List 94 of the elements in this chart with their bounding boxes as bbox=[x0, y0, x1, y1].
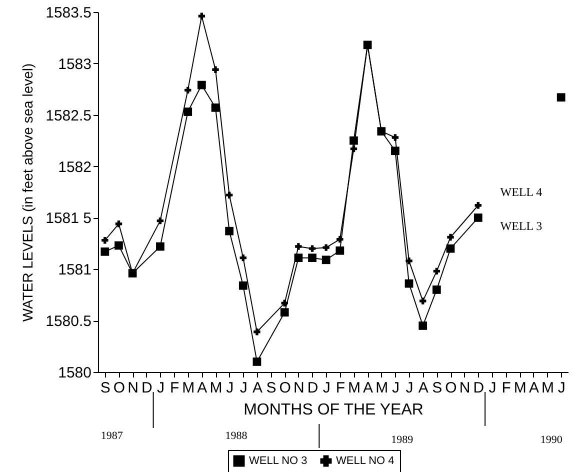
y-tick-label: 1581 bbox=[58, 262, 92, 279]
x-tick-label: S bbox=[432, 380, 442, 396]
x-tick-label: J bbox=[558, 380, 566, 396]
point bbox=[350, 136, 358, 145]
point bbox=[156, 217, 164, 224]
x-tick-label: A bbox=[252, 380, 262, 396]
x-tick-label: F bbox=[336, 380, 345, 396]
point bbox=[115, 220, 122, 228]
point bbox=[102, 236, 108, 244]
x-tick-label: N bbox=[294, 380, 304, 396]
x-tick-label: O bbox=[279, 380, 291, 396]
legend-label: WELL NO 3 bbox=[249, 455, 308, 467]
point bbox=[406, 258, 412, 264]
point bbox=[254, 328, 260, 336]
annotation: WELL 4 bbox=[500, 185, 542, 199]
point bbox=[184, 108, 192, 116]
x-tick-label: A bbox=[197, 380, 208, 396]
point bbox=[226, 192, 233, 198]
point bbox=[474, 214, 482, 222]
point bbox=[418, 322, 428, 330]
x-tick-label: M bbox=[376, 380, 388, 396]
point bbox=[391, 146, 400, 156]
x-tick-label: J bbox=[392, 380, 400, 396]
point bbox=[336, 246, 344, 255]
point bbox=[556, 93, 566, 102]
x-tick-label: M bbox=[210, 380, 222, 396]
point bbox=[322, 244, 330, 251]
x-tick-label: M bbox=[542, 380, 554, 396]
point bbox=[308, 254, 316, 262]
point bbox=[295, 243, 302, 250]
text: 1988 bbox=[225, 430, 248, 442]
x-tick-label: J bbox=[226, 380, 234, 396]
point bbox=[308, 245, 316, 252]
point bbox=[225, 226, 234, 236]
point bbox=[336, 236, 344, 243]
x-tick-label: N bbox=[128, 380, 138, 396]
point bbox=[281, 300, 288, 306]
x-tick-label: O bbox=[113, 380, 126, 396]
x-tick-label: J bbox=[240, 380, 248, 396]
point bbox=[252, 358, 262, 366]
x-tick-label: A bbox=[418, 380, 428, 396]
point bbox=[392, 134, 399, 141]
annotation: WELL 3 bbox=[500, 218, 542, 233]
point bbox=[322, 256, 330, 264]
point bbox=[212, 66, 219, 73]
x-tick-label: D bbox=[307, 380, 318, 396]
point bbox=[100, 247, 110, 256]
y-tick-label: 1583.5 bbox=[46, 4, 92, 22]
x-tick-label: J bbox=[322, 380, 330, 396]
x-tick-label: A bbox=[528, 380, 539, 396]
x-tick-label: F bbox=[170, 380, 180, 396]
point bbox=[197, 80, 206, 90]
x-tick-label: N bbox=[459, 380, 470, 396]
x-tick-label: J bbox=[406, 380, 414, 396]
point bbox=[446, 244, 455, 253]
point bbox=[240, 254, 246, 262]
y-tick-label: 1580 bbox=[58, 364, 92, 382]
point bbox=[184, 86, 192, 94]
x-tick-label: M bbox=[514, 380, 526, 396]
point bbox=[432, 286, 441, 294]
x-tick-label: S bbox=[100, 380, 110, 396]
x-tick-label: O bbox=[445, 380, 457, 396]
text: 1990 bbox=[540, 434, 563, 446]
x-tick-label: M bbox=[348, 380, 360, 396]
point bbox=[404, 279, 414, 288]
x-tick-label: F bbox=[502, 380, 511, 396]
point bbox=[447, 234, 454, 241]
legend-label: WELL NO 4 bbox=[336, 455, 394, 467]
point bbox=[474, 202, 482, 209]
x-tick-label: M bbox=[182, 380, 195, 396]
point bbox=[156, 242, 164, 251]
y-tick-label: 1580.5 bbox=[46, 313, 92, 330]
y-axis-title: WATER LEVELS (in feet above sea level) bbox=[20, 63, 36, 322]
y-tick-label: 1583 bbox=[58, 56, 92, 73]
point bbox=[211, 103, 220, 112]
point bbox=[350, 145, 358, 152]
x-tick-label: D bbox=[141, 380, 152, 396]
point bbox=[238, 281, 248, 290]
point bbox=[420, 298, 426, 304]
x-axis-title: MONTHS OF THE YEAR bbox=[244, 402, 424, 418]
y-tick-label: 1582 bbox=[58, 158, 92, 176]
point bbox=[198, 12, 206, 20]
point bbox=[114, 241, 123, 250]
x-tick-label: J bbox=[488, 380, 496, 396]
x-tick-label: D bbox=[473, 380, 484, 396]
y-tick-label: 1581 5 bbox=[46, 210, 92, 228]
point bbox=[433, 268, 440, 275]
x-tick-label: S bbox=[266, 380, 276, 396]
text: 1987 bbox=[100, 430, 124, 442]
y-tick-label: 1582.5 bbox=[46, 107, 92, 124]
point bbox=[280, 308, 289, 317]
x-tick-label: A bbox=[363, 380, 374, 396]
text: 1989 bbox=[391, 434, 414, 446]
x-tick-label: J bbox=[156, 380, 164, 396]
